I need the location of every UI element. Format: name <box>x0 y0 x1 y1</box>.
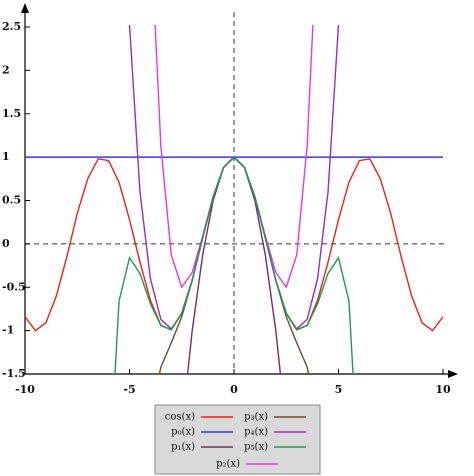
x-tick-label: 10 <box>435 383 451 396</box>
y-tick-label: 1.5 <box>2 107 21 120</box>
x-tick-label: -10 <box>15 383 35 396</box>
legend-label: p₃(x) <box>244 412 268 423</box>
y-tick-label: 1 <box>2 150 10 163</box>
legend-label: p₅(x) <box>244 442 268 453</box>
x-axis-arrow <box>448 370 458 378</box>
y-tick-label: -1 <box>2 324 14 337</box>
y-tick-label: 2 <box>2 63 10 76</box>
x-tick-label: -5 <box>123 383 135 396</box>
legend-label: p₄(x) <box>244 427 268 438</box>
legend-label: p₂(x) <box>216 459 240 470</box>
x-tick-label: 0 <box>230 383 238 396</box>
series-line <box>114 156 354 374</box>
x-tick-label: 5 <box>335 383 343 396</box>
legend-label: p₀(x) <box>171 427 195 438</box>
y-tick-label: 0 <box>2 237 10 250</box>
y-axis-arrow <box>21 3 29 13</box>
y-tick-label: -0.5 <box>2 280 26 293</box>
y-tick-label: -1.5 <box>2 367 26 380</box>
y-tick-label: 2.5 <box>2 20 21 33</box>
legend-label: cos(x) <box>165 412 195 423</box>
plot-area <box>25 25 443 374</box>
legend-label: p₁(x) <box>171 442 195 453</box>
y-tick-label: 0.5 <box>2 194 21 207</box>
